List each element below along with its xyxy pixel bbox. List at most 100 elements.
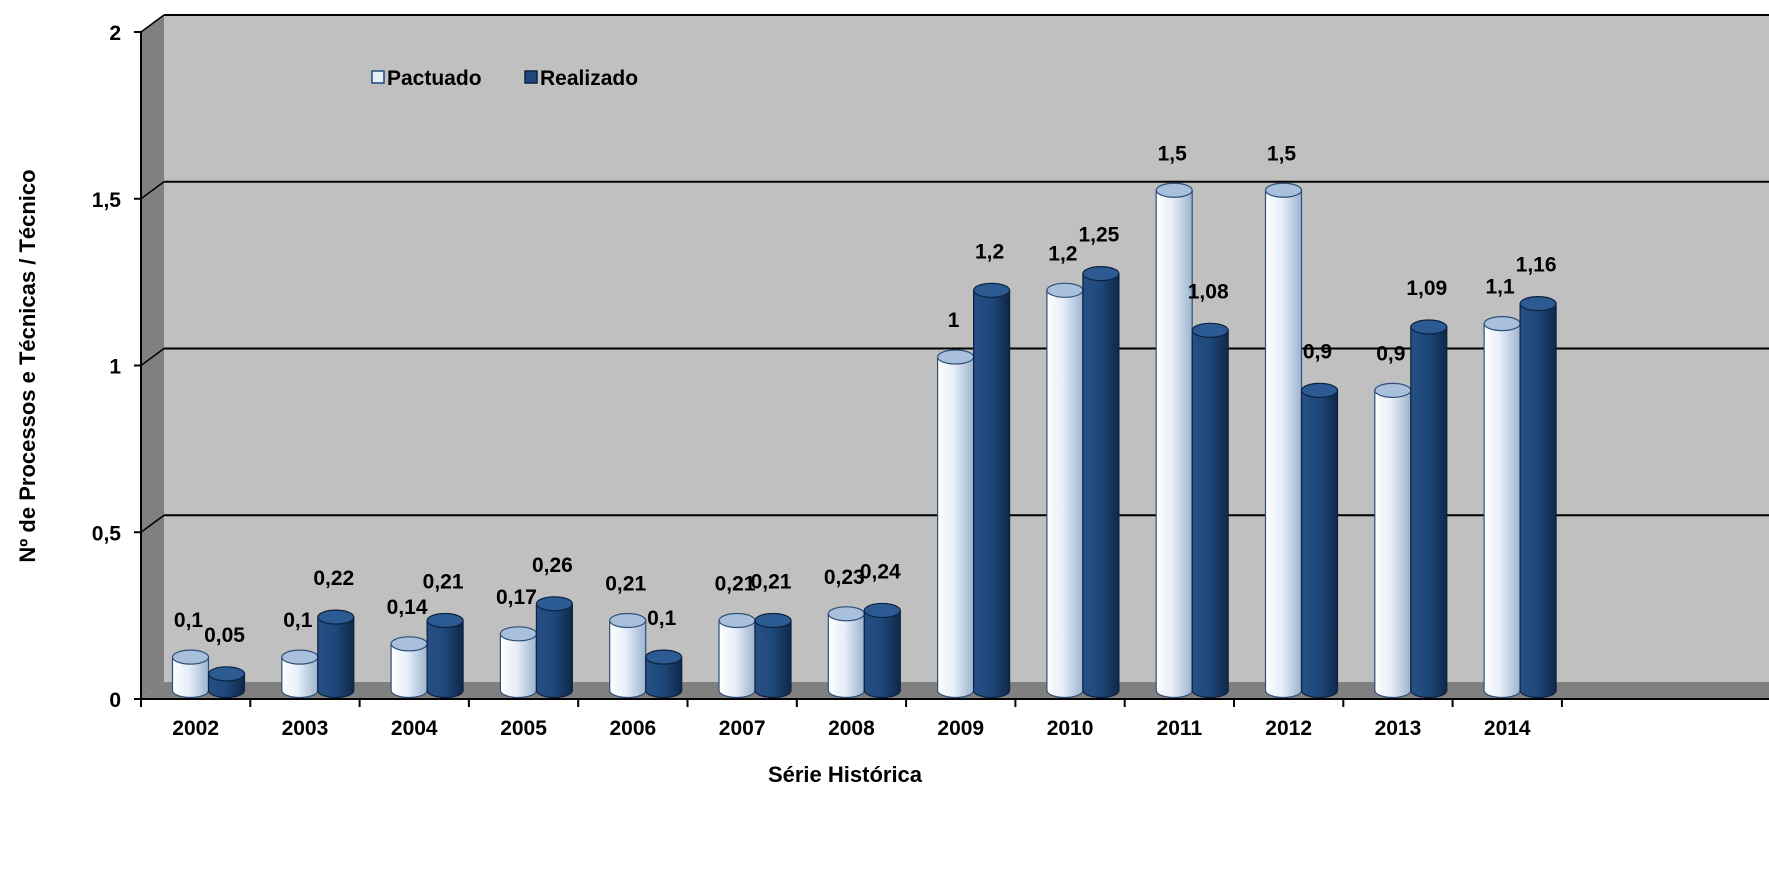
- data-label: 0,21: [715, 572, 756, 595]
- bar-pactuado-2012: [1264, 182, 1303, 699]
- bar-body: [645, 656, 683, 699]
- x-tick-label: 2014: [1484, 717, 1531, 740]
- bar-pactuado-2014: [1483, 316, 1521, 699]
- data-label: 0,9: [1376, 342, 1405, 365]
- bar-top: [718, 612, 756, 629]
- x-axis-title: Série Histórica: [768, 762, 923, 787]
- bar-pactuado-2011: [1155, 182, 1193, 699]
- legend-label: Realizado: [540, 67, 638, 90]
- bar-body: [754, 619, 792, 699]
- bar-realizado-2009: [972, 282, 1011, 699]
- bar-top: [171, 649, 210, 665]
- data-label: 0,05: [204, 624, 245, 647]
- legend: Pactuado Realizado: [333, 56, 670, 100]
- bar-body: [1519, 303, 1557, 699]
- x-tick-label: 2005: [500, 717, 547, 740]
- bar-top: [863, 602, 901, 619]
- x-tick-label: 2003: [282, 717, 329, 740]
- bar-top: [936, 349, 975, 365]
- bar-body: [1264, 189, 1303, 699]
- bar-realizado-2011: [1191, 322, 1229, 699]
- bar-top: [1519, 296, 1557, 312]
- bar-realizado-2014: [1519, 296, 1557, 699]
- data-label: 0,21: [751, 570, 792, 593]
- bar-body: [1300, 389, 1339, 699]
- y-tick-label: 0,5: [92, 522, 122, 545]
- bar-body: [1374, 389, 1412, 699]
- bar-pactuado-2013: [1374, 382, 1412, 699]
- bar-body: [863, 609, 901, 699]
- bar-body: [1046, 289, 1084, 699]
- y-tick-label: 1: [109, 356, 121, 379]
- legend-swatch: [524, 70, 538, 84]
- x-tick-label: 2004: [391, 717, 438, 740]
- bar-top: [1374, 382, 1412, 398]
- bar-top: [1046, 282, 1084, 298]
- data-label: 0,26: [532, 554, 573, 577]
- bar-top: [281, 649, 319, 665]
- bar-body: [499, 633, 537, 699]
- bar-realizado-2013: [1410, 319, 1448, 699]
- data-label: 0,24: [860, 560, 901, 583]
- bar-top: [972, 282, 1011, 298]
- bar-realizado-2006: [645, 649, 683, 699]
- data-label: 0,1: [174, 609, 204, 632]
- bar-top: [535, 596, 574, 612]
- bar-top: [1155, 182, 1193, 198]
- bar-top: [1483, 316, 1521, 332]
- bar-realizado-2008: [863, 602, 901, 699]
- y-tick-label: 0: [109, 689, 121, 712]
- bar-pactuado-2007: [718, 612, 756, 699]
- data-label: 1: [948, 309, 960, 332]
- legend-swatch: [371, 70, 385, 84]
- y-tick-label: 1,5: [92, 189, 122, 212]
- bar-pactuado-2009: [936, 349, 975, 699]
- gridline-side: [140, 14, 165, 33]
- data-label: 1,1: [1485, 276, 1515, 299]
- x-tick-label: 2007: [719, 717, 766, 740]
- bar-body: [1082, 273, 1120, 699]
- bar-pactuado-2002: [171, 649, 210, 699]
- bar-body: [426, 619, 464, 699]
- bar-realizado-2003: [317, 609, 355, 699]
- bar-top: [1191, 322, 1229, 338]
- bar-body: [390, 643, 428, 699]
- bar-pactuado-2008: [827, 606, 865, 699]
- x-tick-label: 2002: [172, 717, 219, 740]
- bar-body: [535, 603, 573, 699]
- bar-top: [1410, 319, 1448, 335]
- data-label: 1,16: [1516, 254, 1557, 277]
- bar-top: [499, 626, 538, 642]
- bar-top: [1082, 266, 1120, 282]
- bar-pactuado-2006: [609, 612, 647, 699]
- data-label: 0,1: [647, 607, 677, 630]
- legend-label: Pactuado: [387, 67, 482, 90]
- bar-top: [1264, 182, 1303, 198]
- bar-top: [426, 612, 464, 629]
- bar-body: [1155, 189, 1193, 699]
- bar-body: [937, 356, 975, 699]
- bar-realizado-2004: [426, 612, 464, 699]
- data-label: 0,9: [1303, 340, 1332, 363]
- data-label: 1,5: [1267, 142, 1297, 165]
- bar-body: [1191, 329, 1229, 699]
- bar-realizado-2010: [1082, 266, 1120, 699]
- bar-top: [609, 612, 647, 629]
- bar-top: [1300, 382, 1339, 398]
- bar-realizado-2005: [535, 596, 574, 699]
- bar-realizado-2007: [754, 612, 792, 699]
- x-tick-label: 2010: [1047, 717, 1094, 740]
- data-label: 1,25: [1078, 224, 1119, 247]
- data-label: 0,14: [387, 596, 428, 619]
- bar-body: [1410, 326, 1448, 699]
- bar-body: [317, 616, 355, 699]
- axes: 0 0,5 1 1,5 2 2002 2003 2004 2005 2006 2007 2008 200…: [92, 22, 1769, 740]
- x-tick-label: 2008: [828, 717, 875, 740]
- x-tick-label: 2011: [1157, 717, 1203, 740]
- bars: [171, 182, 1557, 699]
- gridline-side: [140, 181, 165, 200]
- x-tick-label: 2009: [937, 717, 984, 740]
- data-label: 1,09: [1406, 277, 1447, 300]
- bar-top: [207, 666, 246, 682]
